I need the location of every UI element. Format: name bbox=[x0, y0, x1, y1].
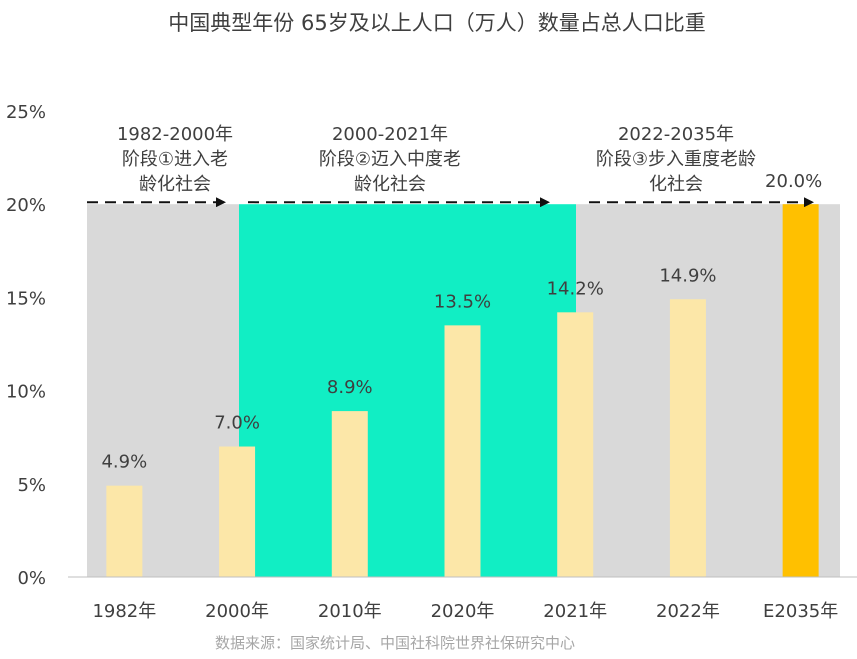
bar-7 bbox=[782, 204, 819, 577]
data-label-2: 7.0% bbox=[214, 413, 260, 434]
bar-3 bbox=[331, 411, 368, 577]
bar-2 bbox=[219, 446, 256, 577]
stage-1-label-line-2: 阶段①进入老 bbox=[122, 149, 228, 170]
stage-1-label-line-1: 1982-2000年 bbox=[117, 124, 233, 145]
bar-6 bbox=[669, 299, 706, 577]
stage-3-label-line-1: 2022-2035年 bbox=[618, 124, 734, 145]
x-tick-label: 2022年 bbox=[656, 601, 720, 622]
data-labels: 4.9% 7.0% 8.9% 13.5% 14.2% 14.9% 20.0% bbox=[101, 171, 822, 472]
data-label-5: 14.2% bbox=[547, 278, 604, 299]
stage-2-label-line-3: 龄化社会 bbox=[354, 174, 426, 195]
bar-1 bbox=[106, 485, 143, 577]
x-tick-label: 2020年 bbox=[431, 601, 495, 622]
watermark: 搜狐号@合肥班长搜狐号 bbox=[648, 627, 824, 646]
chart-title: 中国典型年份 65岁及以上人口（万人）数量占总人口比重 bbox=[168, 11, 705, 35]
x-tick-label: E2035年 bbox=[763, 601, 838, 622]
y-tick-label: 15% bbox=[6, 288, 46, 309]
data-label-3: 8.9% bbox=[327, 377, 373, 398]
stage-1-label-line-3: 龄化社会 bbox=[139, 174, 211, 195]
y-tick-label: 0% bbox=[17, 568, 46, 589]
stage-2-label-line-2: 阶段②迈入中度老 bbox=[319, 149, 461, 170]
source-note: 数据来源：国家统计局、中国社科院世界社保研究中心 bbox=[215, 634, 575, 652]
data-label-4: 13.5% bbox=[434, 291, 491, 312]
y-tick-label: 5% bbox=[17, 475, 46, 496]
y-tick-label: 20% bbox=[6, 195, 46, 216]
band-stage-2 bbox=[239, 204, 576, 577]
x-tick-label: 2010年 bbox=[318, 601, 382, 622]
stage-3-label-line-2: 阶段③步入重度老龄 bbox=[596, 149, 756, 170]
x-axis: 1982年 2000年 2010年 2020年 2021年 2022年 E2035年 bbox=[68, 576, 857, 622]
x-tick-label: 1982年 bbox=[92, 601, 156, 622]
x-tick-label: 2000年 bbox=[205, 601, 269, 622]
stage-labels: 1982-2000年阶段①进入老龄化社会2000-2021年阶段②迈入中度老龄化… bbox=[117, 124, 756, 195]
data-label-6: 14.9% bbox=[659, 265, 716, 286]
bar-5 bbox=[557, 312, 594, 577]
bars bbox=[106, 204, 819, 577]
stage-3-label-line-3: 化社会 bbox=[649, 174, 703, 195]
y-tick-label: 25% bbox=[6, 102, 46, 123]
data-label-1: 4.9% bbox=[101, 452, 147, 473]
x-tick-label: 2021年 bbox=[543, 601, 607, 622]
y-axis: 0% 5% 10% 15% 20% 25% bbox=[6, 102, 46, 589]
data-label-7: 20.0% bbox=[765, 171, 822, 192]
stage-2-label-line-1: 2000-2021年 bbox=[332, 124, 448, 145]
bar-4 bbox=[444, 325, 481, 577]
y-tick-label: 10% bbox=[6, 382, 46, 403]
